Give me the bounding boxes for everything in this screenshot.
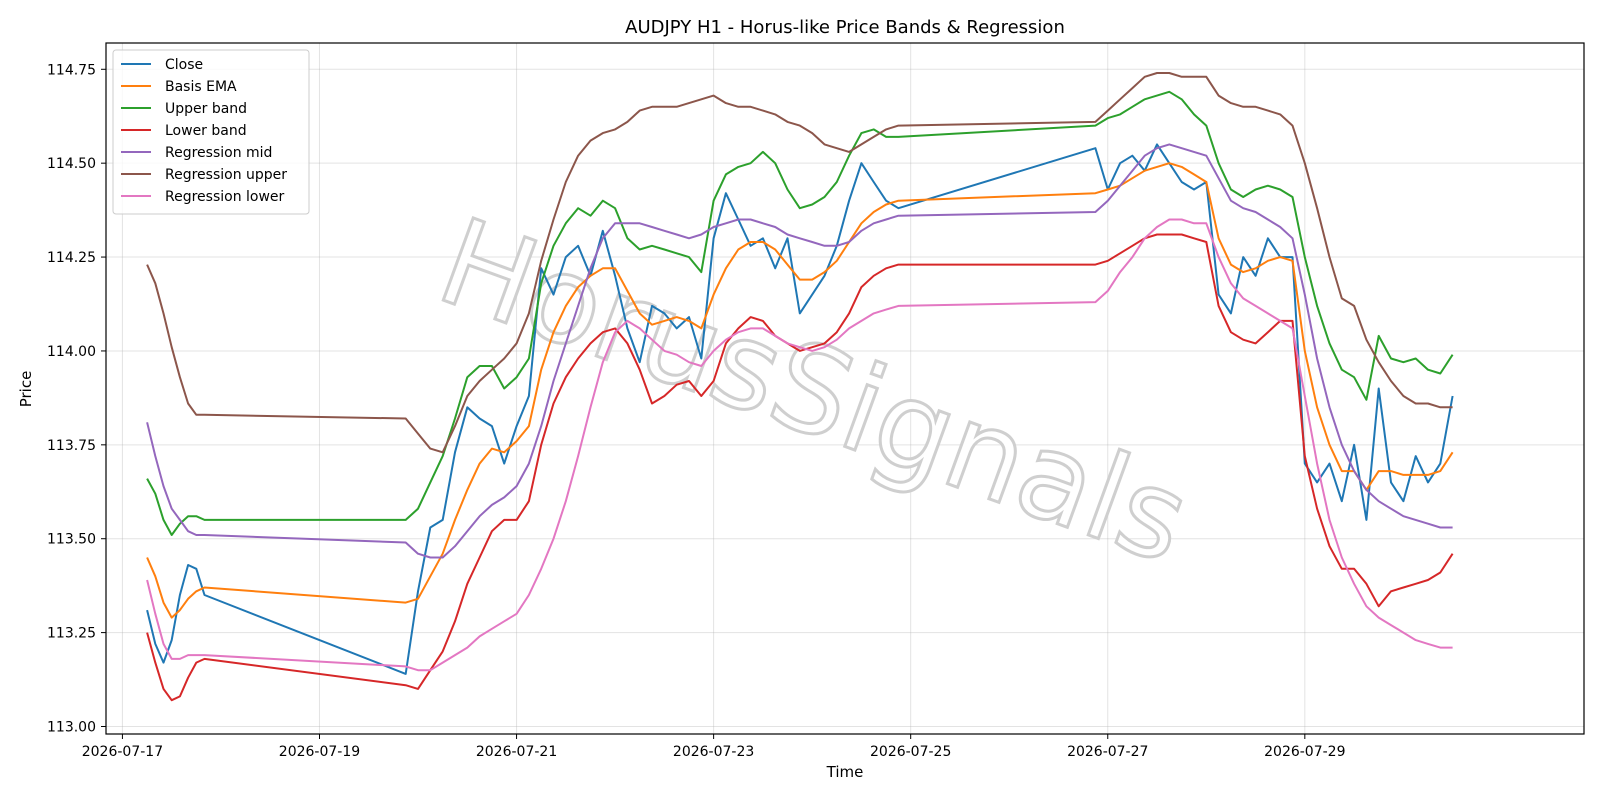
y-tick-label: 114.75 — [47, 62, 96, 78]
y-tick-label: 113.25 — [47, 626, 96, 642]
chart-title: AUDJPY H1 - Horus-like Price Bands & Reg… — [625, 17, 1065, 38]
y-axis: 113.00 113.25 113.50 113.75 114.00 114.25 114.… — [47, 62, 106, 735]
x-tick-label: 2026-07-21 — [476, 744, 557, 760]
legend-label: Close — [165, 57, 203, 73]
y-tick-label: 113.00 — [47, 719, 96, 735]
legend-label: Upper band — [165, 101, 247, 117]
x-tick-label: 2026-07-29 — [1264, 744, 1345, 760]
y-tick-label: 113.50 — [47, 532, 96, 548]
x-axis-title: Time — [826, 763, 864, 781]
y-tick-label: 114.50 — [47, 156, 96, 172]
y-axis-title: Price — [17, 371, 35, 408]
series-line-regression-upper — [146, 72, 1453, 454]
x-tick-label: 2026-07-17 — [82, 744, 163, 760]
series-group — [146, 72, 1454, 702]
series-line-close — [146, 143, 1454, 675]
series-line-basis-ema — [146, 162, 1454, 619]
series-line-regression-lower — [146, 218, 1453, 672]
legend-label: Basis EMA — [165, 79, 237, 95]
y-tick-label: 113.75 — [47, 438, 96, 454]
legend-label: Regression lower — [165, 189, 285, 205]
legend-label: Regression mid — [165, 145, 272, 161]
x-tick-label: 2026-07-19 — [279, 744, 360, 760]
x-tick-label: 2026-07-25 — [870, 744, 951, 760]
y-tick-label: 114.25 — [47, 250, 96, 266]
legend: Close Basis EMA Upper band Lower band Regres… — [112, 49, 310, 215]
legend-label: Regression upper — [165, 167, 287, 183]
y-tick-label: 114.00 — [47, 344, 96, 360]
plot-frame — [105, 42, 1585, 735]
x-tick-label: 2026-07-27 — [1067, 744, 1148, 760]
legend-label: Lower band — [165, 123, 247, 139]
x-tick-label: 2026-07-23 — [673, 744, 754, 760]
x-axis: 2026-07-17 2026-07-19 2026-07-21 2026-07-23… — [82, 734, 1346, 760]
legend-box — [112, 49, 310, 215]
series-line-upper-band — [146, 90, 1454, 536]
series-line-regression-mid — [146, 143, 1453, 559]
